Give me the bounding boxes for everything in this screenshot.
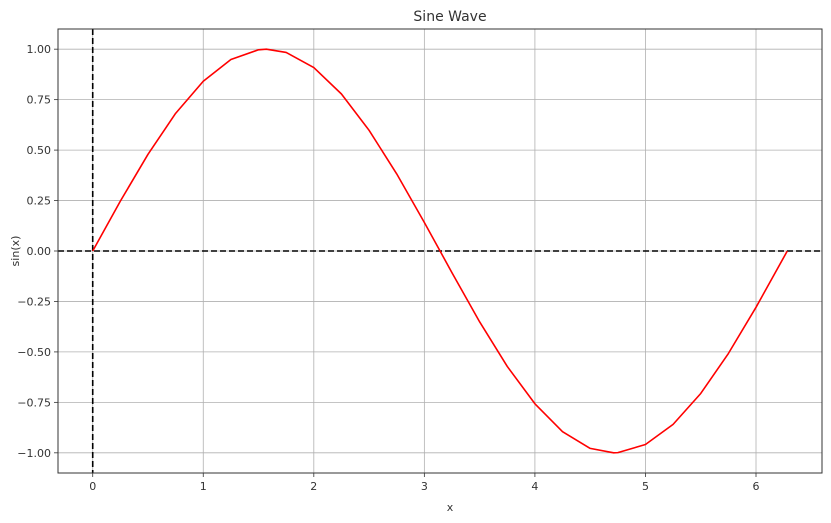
y-axis-ticks: −1.00 −0.75 −0.50 −0.25 0.00 0.25 0.50 0.75 1.00: [17, 43, 58, 460]
y-tick-label: 0.00: [27, 245, 52, 258]
x-axis-ticks: 0 1 2 3 4 5 6: [89, 473, 760, 493]
y-tick-label: −0.25: [17, 295, 51, 308]
y-tick-label: 0.75: [27, 94, 52, 107]
x-tick-label: 4: [531, 480, 538, 493]
y-tick-label: 1.00: [27, 43, 52, 56]
y-tick-label: −0.75: [17, 396, 51, 409]
y-tick-label: −0.50: [17, 346, 51, 359]
x-tick-label: 5: [642, 480, 649, 493]
x-tick-label: 0: [89, 480, 96, 493]
x-tick-label: 1: [200, 480, 207, 493]
y-tick-label: 0.50: [27, 144, 52, 157]
series-layer: [92, 48, 788, 454]
chart-title: Sine Wave: [413, 9, 486, 25]
x-tick-label: 2: [310, 480, 317, 493]
x-tick-label: 3: [421, 480, 428, 493]
x-axis-label: x: [447, 501, 454, 514]
y-tick-label: −1.00: [17, 447, 51, 460]
y-tick-label: 0.25: [27, 195, 52, 208]
y-axis-label: sin(x): [9, 236, 22, 267]
x-tick-label: 6: [753, 480, 760, 493]
series-line-0: [92, 48, 788, 454]
